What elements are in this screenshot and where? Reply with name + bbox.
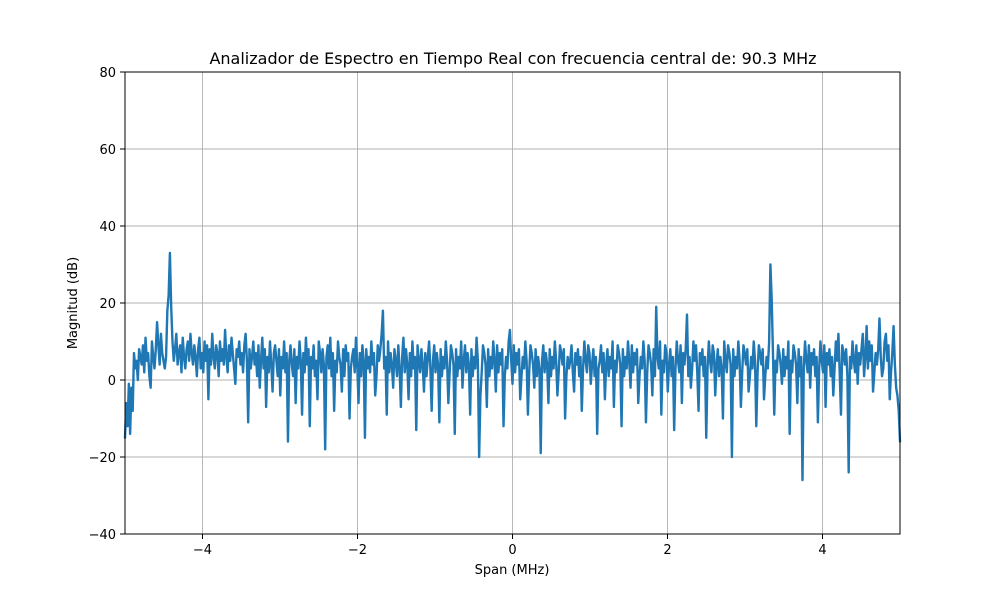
y-tick-label: 0 [108, 374, 116, 389]
x-tick-label: 0 [508, 543, 516, 558]
y-axis-ticks: −40 −20 0 20 40 60 80 [89, 66, 125, 543]
y-tick-label: 20 [99, 297, 116, 312]
series-layer [123, 251, 902, 482]
x-tick-label: 4 [818, 543, 826, 558]
y-tick-label: −40 [89, 528, 116, 543]
y-tick-label: −20 [89, 451, 116, 466]
x-axis-ticks: −4 −2 0 2 4 [193, 534, 827, 558]
grid [125, 71, 900, 535]
y-tick-label: 60 [99, 143, 116, 158]
series-line-spectrum [123, 251, 902, 482]
y-axis-title: Magnitud (dB) [66, 257, 81, 349]
x-tick-label: −2 [348, 543, 367, 558]
x-tick-label: −4 [193, 543, 212, 558]
y-tick-label: 40 [99, 220, 116, 235]
x-axis-title: Span (MHz) [475, 563, 550, 578]
x-tick-label: 2 [663, 543, 671, 558]
chart-title: Analizador de Espectro en Tiempo Real co… [209, 49, 816, 68]
y-tick-label: 80 [99, 66, 116, 81]
